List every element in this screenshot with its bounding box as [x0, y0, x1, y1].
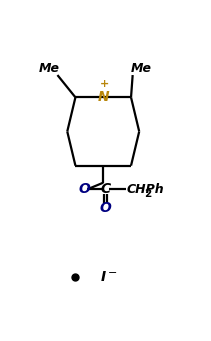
Text: I: I	[101, 270, 106, 284]
Text: Me: Me	[130, 62, 151, 75]
Text: CHPh: CHPh	[127, 183, 165, 196]
Text: 2: 2	[144, 189, 151, 199]
Text: O: O	[100, 201, 112, 214]
Text: +: +	[99, 79, 109, 89]
Text: N: N	[97, 90, 109, 104]
Text: O: O	[78, 182, 90, 196]
Text: −: −	[108, 267, 117, 278]
Text: C: C	[101, 182, 111, 196]
Text: Me: Me	[39, 62, 60, 75]
